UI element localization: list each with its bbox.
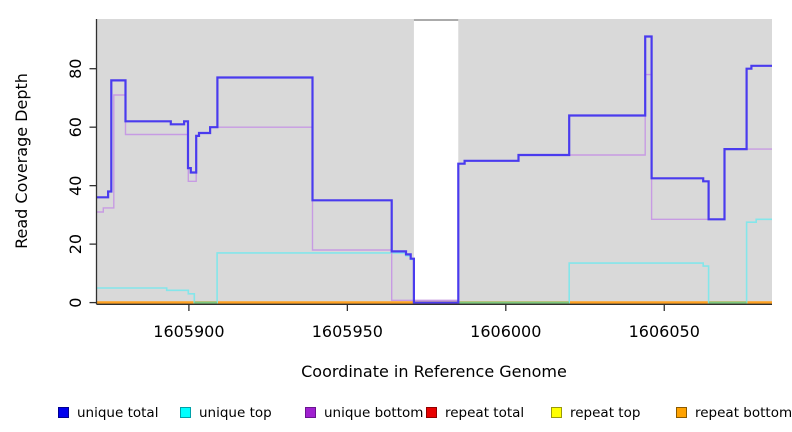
legend-swatch [180,407,191,418]
y-tick-label: 60 [66,117,85,137]
y-axis-title: Read Coverage Depth [12,73,31,249]
y-tick-label: 40 [66,176,85,196]
coverage-chart: 1605900 1605950 1606000 1606050 0 20 40 60 80 Co… [12,19,772,381]
x-tick-label: 1606000 [470,322,541,341]
y-tick-label: 20 [66,234,85,254]
x-tick-label: 1605950 [312,322,383,341]
legend-label: repeat top [570,405,641,421]
axes: 1605900 1605950 1606000 1606050 0 20 40 60 80 [66,19,772,341]
legend-item-repeat-top: repeat top [551,402,641,421]
y-tick-label: 0 [66,298,85,308]
plot-background [97,19,772,304]
y-tick-label: 80 [66,59,85,79]
legend-label: repeat bottom [695,405,792,421]
legend-swatch [58,407,69,418]
legend-swatch [305,407,316,418]
legend-swatch [426,407,437,418]
legend-label: repeat total [445,405,525,421]
legend-item-repeat-total: repeat total [426,402,525,421]
legend-item-unique-total: unique total [58,402,159,421]
legend-item-unique-bottom: unique bottom [305,402,424,421]
legend-swatch [676,407,687,418]
x-tick-label: 1605900 [153,322,224,341]
series-lines [97,35,772,304]
legend-item-unique-top: unique top [180,402,272,421]
coverage-gap-region [413,19,459,304]
legend-swatch [551,407,562,418]
legend-label: unique total [77,405,159,421]
legend-label: unique top [199,405,272,421]
x-tick-label: 1606050 [629,322,700,341]
legend-label: unique bottom [324,405,424,421]
legend-item-repeat-bottom: repeat bottom [676,402,792,421]
x-axis-title: Coordinate in Reference Genome [301,362,567,381]
series-line-unique-total [97,35,772,304]
